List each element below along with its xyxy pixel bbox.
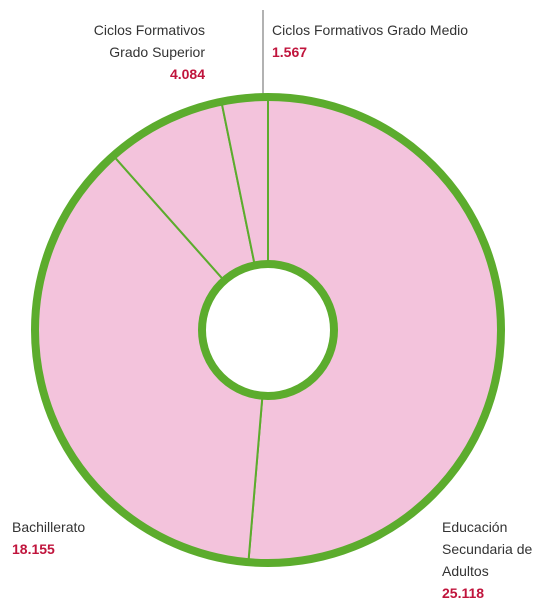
- value-label: 25.118: [442, 585, 485, 601]
- label-bachillerato: Bachillerato 18.155: [12, 516, 132, 560]
- outer-ring: [31, 93, 505, 567]
- label-esa: Educación Secundaria de Adultos 25.118: [442, 516, 536, 604]
- inner-ring: [198, 260, 338, 400]
- value-label: 18.155: [12, 541, 55, 557]
- category-label: Ciclos Formativos Grado Superior: [93, 22, 205, 60]
- category-label: Ciclos Formativos Grado Medio: [272, 22, 469, 38]
- category-label: Educación Secundaria de Adultos: [442, 519, 533, 579]
- label-superior: Ciclos Formativos Grado Superior 4.084: [83, 19, 205, 85]
- value-label: 4.084: [169, 66, 205, 82]
- category-label: Bachillerato: [12, 519, 86, 535]
- label-medio: Ciclos Formativos Grado Medio 1.567: [272, 19, 492, 63]
- value-label: 1.567: [272, 44, 308, 60]
